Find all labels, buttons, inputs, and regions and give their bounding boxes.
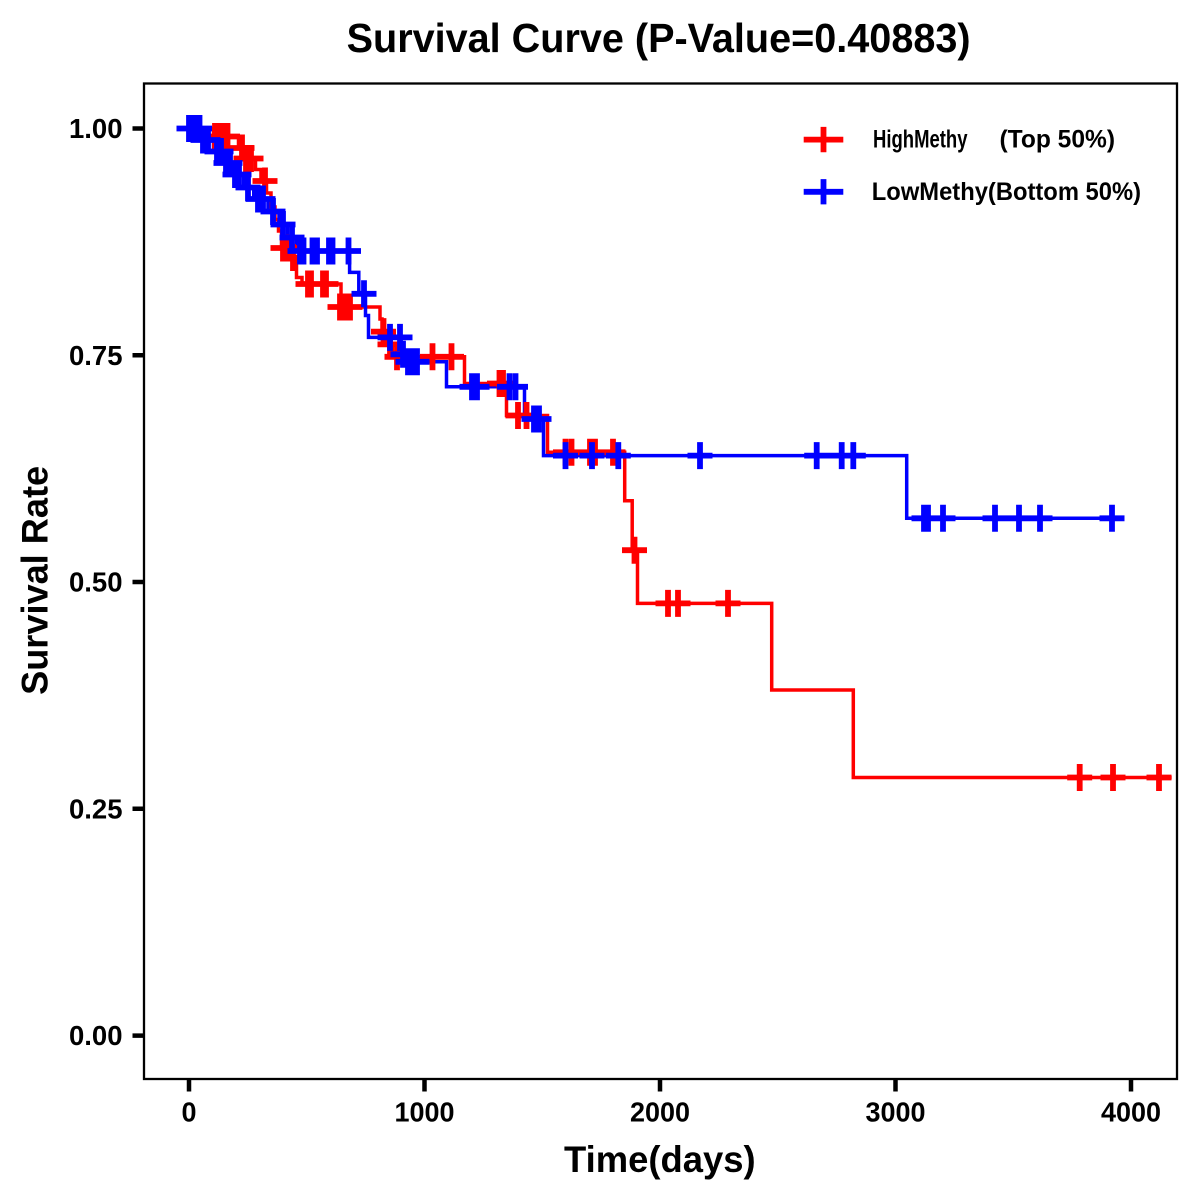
svg-text:Survival Curve (P-Value=0.4088: Survival Curve (P-Value=0.40883) — [347, 15, 971, 61]
svg-text:0: 0 — [182, 1097, 197, 1128]
svg-text:3000: 3000 — [866, 1097, 926, 1128]
svg-text:0.50: 0.50 — [69, 567, 123, 598]
svg-text:2000: 2000 — [630, 1097, 690, 1128]
svg-text:0.75: 0.75 — [69, 340, 123, 371]
svg-text:1.00: 1.00 — [69, 113, 123, 144]
svg-text:HighMethy: HighMethy — [873, 127, 968, 154]
svg-text:(Top 50%): (Top 50%) — [1000, 127, 1116, 154]
svg-text:Survival Rate: Survival Rate — [14, 466, 56, 695]
svg-text:4000: 4000 — [1101, 1097, 1161, 1128]
svg-text:0.25: 0.25 — [69, 793, 123, 824]
svg-text:LowMethy(Bottom 50%): LowMethy(Bottom 50%) — [872, 179, 1141, 206]
svg-text:Time(days): Time(days) — [564, 1138, 756, 1180]
svg-text:0.00: 0.00 — [69, 1020, 123, 1051]
svg-text:1000: 1000 — [395, 1097, 455, 1128]
